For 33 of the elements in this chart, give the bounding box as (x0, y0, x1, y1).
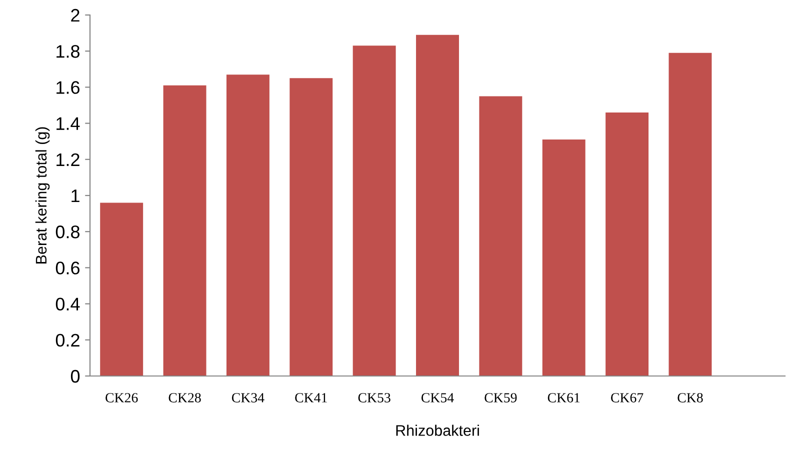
y-tick-label: 1.8 (56, 45, 80, 58)
bar (352, 46, 396, 376)
bar (226, 74, 270, 376)
x-tick-label: CK8 (678, 393, 703, 402)
bar (479, 96, 522, 376)
x-tick-label: CK67 (611, 393, 644, 402)
y-tick-label: 0.6 (56, 262, 80, 274)
x-tick-label: CK61 (548, 393, 580, 402)
y-tick-label: 0.8 (56, 226, 80, 238)
y-tick-label: 1.4 (56, 117, 80, 130)
x-axis-title: Rhizobakteri (396, 424, 479, 436)
x-tick-label: CK34 (232, 393, 264, 402)
bar (606, 112, 649, 376)
y-tick-label: 1.2 (56, 153, 80, 166)
bar (542, 140, 586, 376)
y-axis-title: Berat kering total (g) (35, 127, 50, 264)
bar (290, 78, 333, 376)
bar (163, 85, 206, 376)
y-tick-label: 1.6 (56, 81, 80, 94)
bar (668, 52, 712, 376)
y-tick-label: 0.4 (56, 298, 80, 311)
x-tick-label: CK28 (168, 393, 201, 402)
x-tick-label: CK59 (484, 393, 517, 402)
x-tick-label: CK41 (295, 393, 327, 402)
x-tick-label: CK53 (358, 393, 390, 402)
bar (100, 202, 144, 376)
y-tick-label: 1 (72, 190, 80, 202)
x-tick-label: CK26 (106, 393, 138, 402)
y-tick-label: 0 (70, 370, 80, 383)
y-tick-label: 2 (71, 8, 80, 22)
y-tick-label: 0.2 (56, 334, 80, 347)
bar (416, 34, 459, 376)
x-tick-label: CK54 (421, 393, 454, 402)
